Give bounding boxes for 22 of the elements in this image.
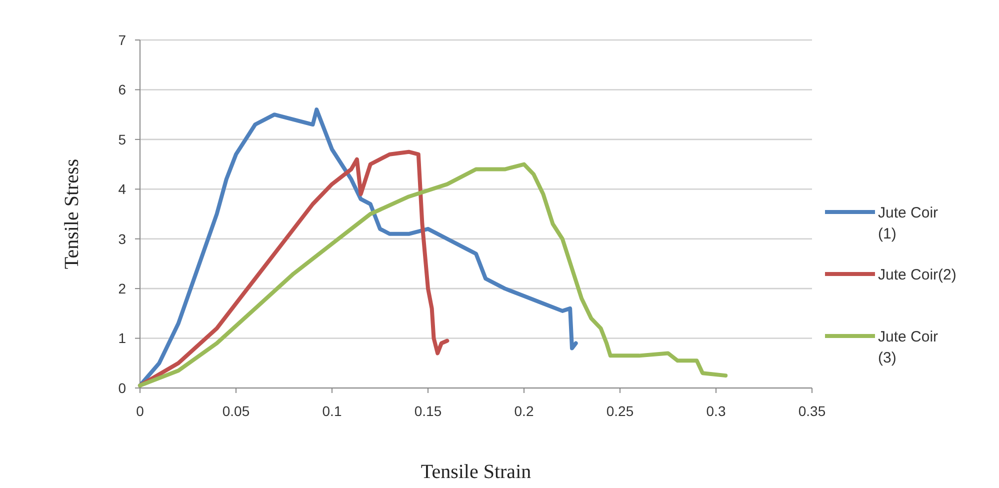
x-tick-label: 0.25 bbox=[606, 403, 634, 419]
y-tick-label: 6 bbox=[118, 82, 126, 98]
x-tick-label: 0.05 bbox=[222, 403, 250, 419]
x-tick-label: 0.35 bbox=[798, 403, 826, 419]
x-axis-title: Tensile Strain bbox=[420, 461, 532, 483]
legend-label: Jute Coir (1) bbox=[878, 204, 938, 242]
y-tick-label: 7 bbox=[118, 32, 126, 48]
y-tick-label: 3 bbox=[118, 230, 126, 247]
y-tick-label: 4 bbox=[118, 181, 126, 198]
y-axis-title: Tensile Stress bbox=[61, 158, 83, 270]
y-tick-label: 5 bbox=[118, 131, 126, 148]
legend-label: Jute Coir(2) bbox=[878, 266, 956, 284]
x-tick-label: 0.3 bbox=[706, 403, 726, 419]
x-tick-label: 0 bbox=[136, 403, 144, 419]
line-series bbox=[138, 162, 728, 388]
legend-label: Jute Coir (3) bbox=[878, 328, 938, 366]
x-tick-label: 0.15 bbox=[414, 403, 442, 419]
y-tick-label: 0 bbox=[118, 380, 126, 396]
x-tick-label: 0.2 bbox=[514, 403, 534, 419]
y-tick-label: 1 bbox=[118, 330, 126, 346]
x-tick-label: 0.1 bbox=[322, 403, 342, 419]
y-tick-label: 2 bbox=[118, 280, 126, 296]
